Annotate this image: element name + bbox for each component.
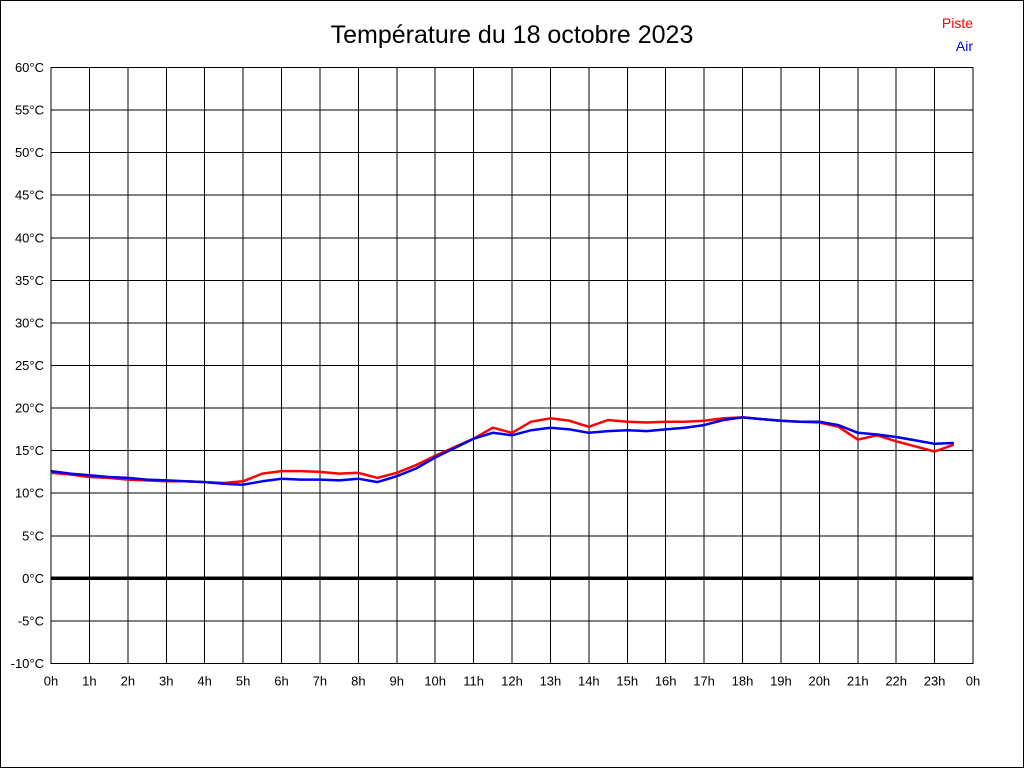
x-axis-labels: 0h 1h 2h 3h 4h 5h 6h 7h 8h 9h 10h 11h 12h 13h 14h 15h 16… [44, 674, 980, 689]
legend-item-piste: Piste [941, 15, 973, 31]
x-tick-label-0: 0h [44, 674, 58, 689]
x-tick-label-20: 20h [808, 674, 830, 689]
gridlines [50, 67, 974, 664]
x-tick-label-21: 21h [847, 674, 869, 689]
y-tick-label--5C: -5°C [18, 613, 44, 628]
x-tick-label-5: 5h [236, 674, 250, 689]
x-tick-label-12: 12h [501, 674, 523, 689]
x-tick-label-16: 16h [655, 674, 677, 689]
y-tick-label-35C: 35°C [15, 273, 44, 288]
x-tick-label-24: 0h [966, 674, 980, 689]
x-tick-label-11: 11h [463, 674, 484, 689]
plot-frame [50, 67, 974, 664]
y-tick-label-20C: 20°C [15, 401, 44, 416]
y-tick-label-40C: 40°C [15, 230, 44, 245]
x-tick-label-9: 9h [390, 674, 404, 689]
y-tick-label-55C: 55°C [15, 103, 44, 118]
x-tick-label-19: 19h [770, 674, 792, 689]
y-tick-label-45C: 45°C [15, 188, 44, 203]
y-tick-label--10C: -10°C [11, 656, 44, 671]
y-tick-label-60C: 60°C [15, 60, 44, 75]
y-tick-label-10C: 10°C [15, 486, 44, 501]
x-tick-label-10: 10h [424, 674, 446, 689]
y-tick-label-30C: 30°C [15, 315, 44, 330]
x-tick-label-6: 6h [274, 674, 288, 689]
x-tick-label-13: 13h [540, 674, 562, 689]
x-tick-label-1: 1h [82, 674, 96, 689]
x-tick-label-2: 2h [121, 674, 135, 689]
x-tick-label-14: 14h [578, 674, 600, 689]
series-lines [50, 416, 955, 486]
y-axis-labels: 60°C 55°C 50°C 45°C 40°C 35°C 30°C 25°C 20°C 15°C… [11, 60, 44, 671]
y-tick-label-25C: 25°C [15, 358, 44, 373]
legend-item-air: Air [955, 38, 973, 54]
x-tick-label-23: 23h [924, 674, 946, 689]
y-tick-label-15C: 15°C [15, 443, 44, 458]
x-tick-label-3: 3h [159, 674, 173, 689]
x-tick-label-15: 15h [616, 674, 638, 689]
x-tick-label-22: 22h [885, 674, 907, 689]
x-tick-label-17: 17h [693, 674, 715, 689]
x-tick-label-8: 8h [351, 674, 365, 689]
legend: Piste Air [942, 12, 973, 58]
x-tick-label-4: 4h [197, 674, 211, 689]
y-tick-label-5C: 5°C [22, 528, 44, 543]
y-tick-label-0C: 0°C [22, 571, 44, 586]
y-tick-label-50C: 50°C [15, 145, 44, 160]
plot-border [50, 67, 974, 664]
x-tick-label-7: 7h [313, 674, 327, 689]
series-line-air [50, 416, 954, 486]
x-tick-label-18: 18h [732, 674, 754, 689]
chart-title: Température du 18 octobre 2023 [330, 21, 694, 49]
